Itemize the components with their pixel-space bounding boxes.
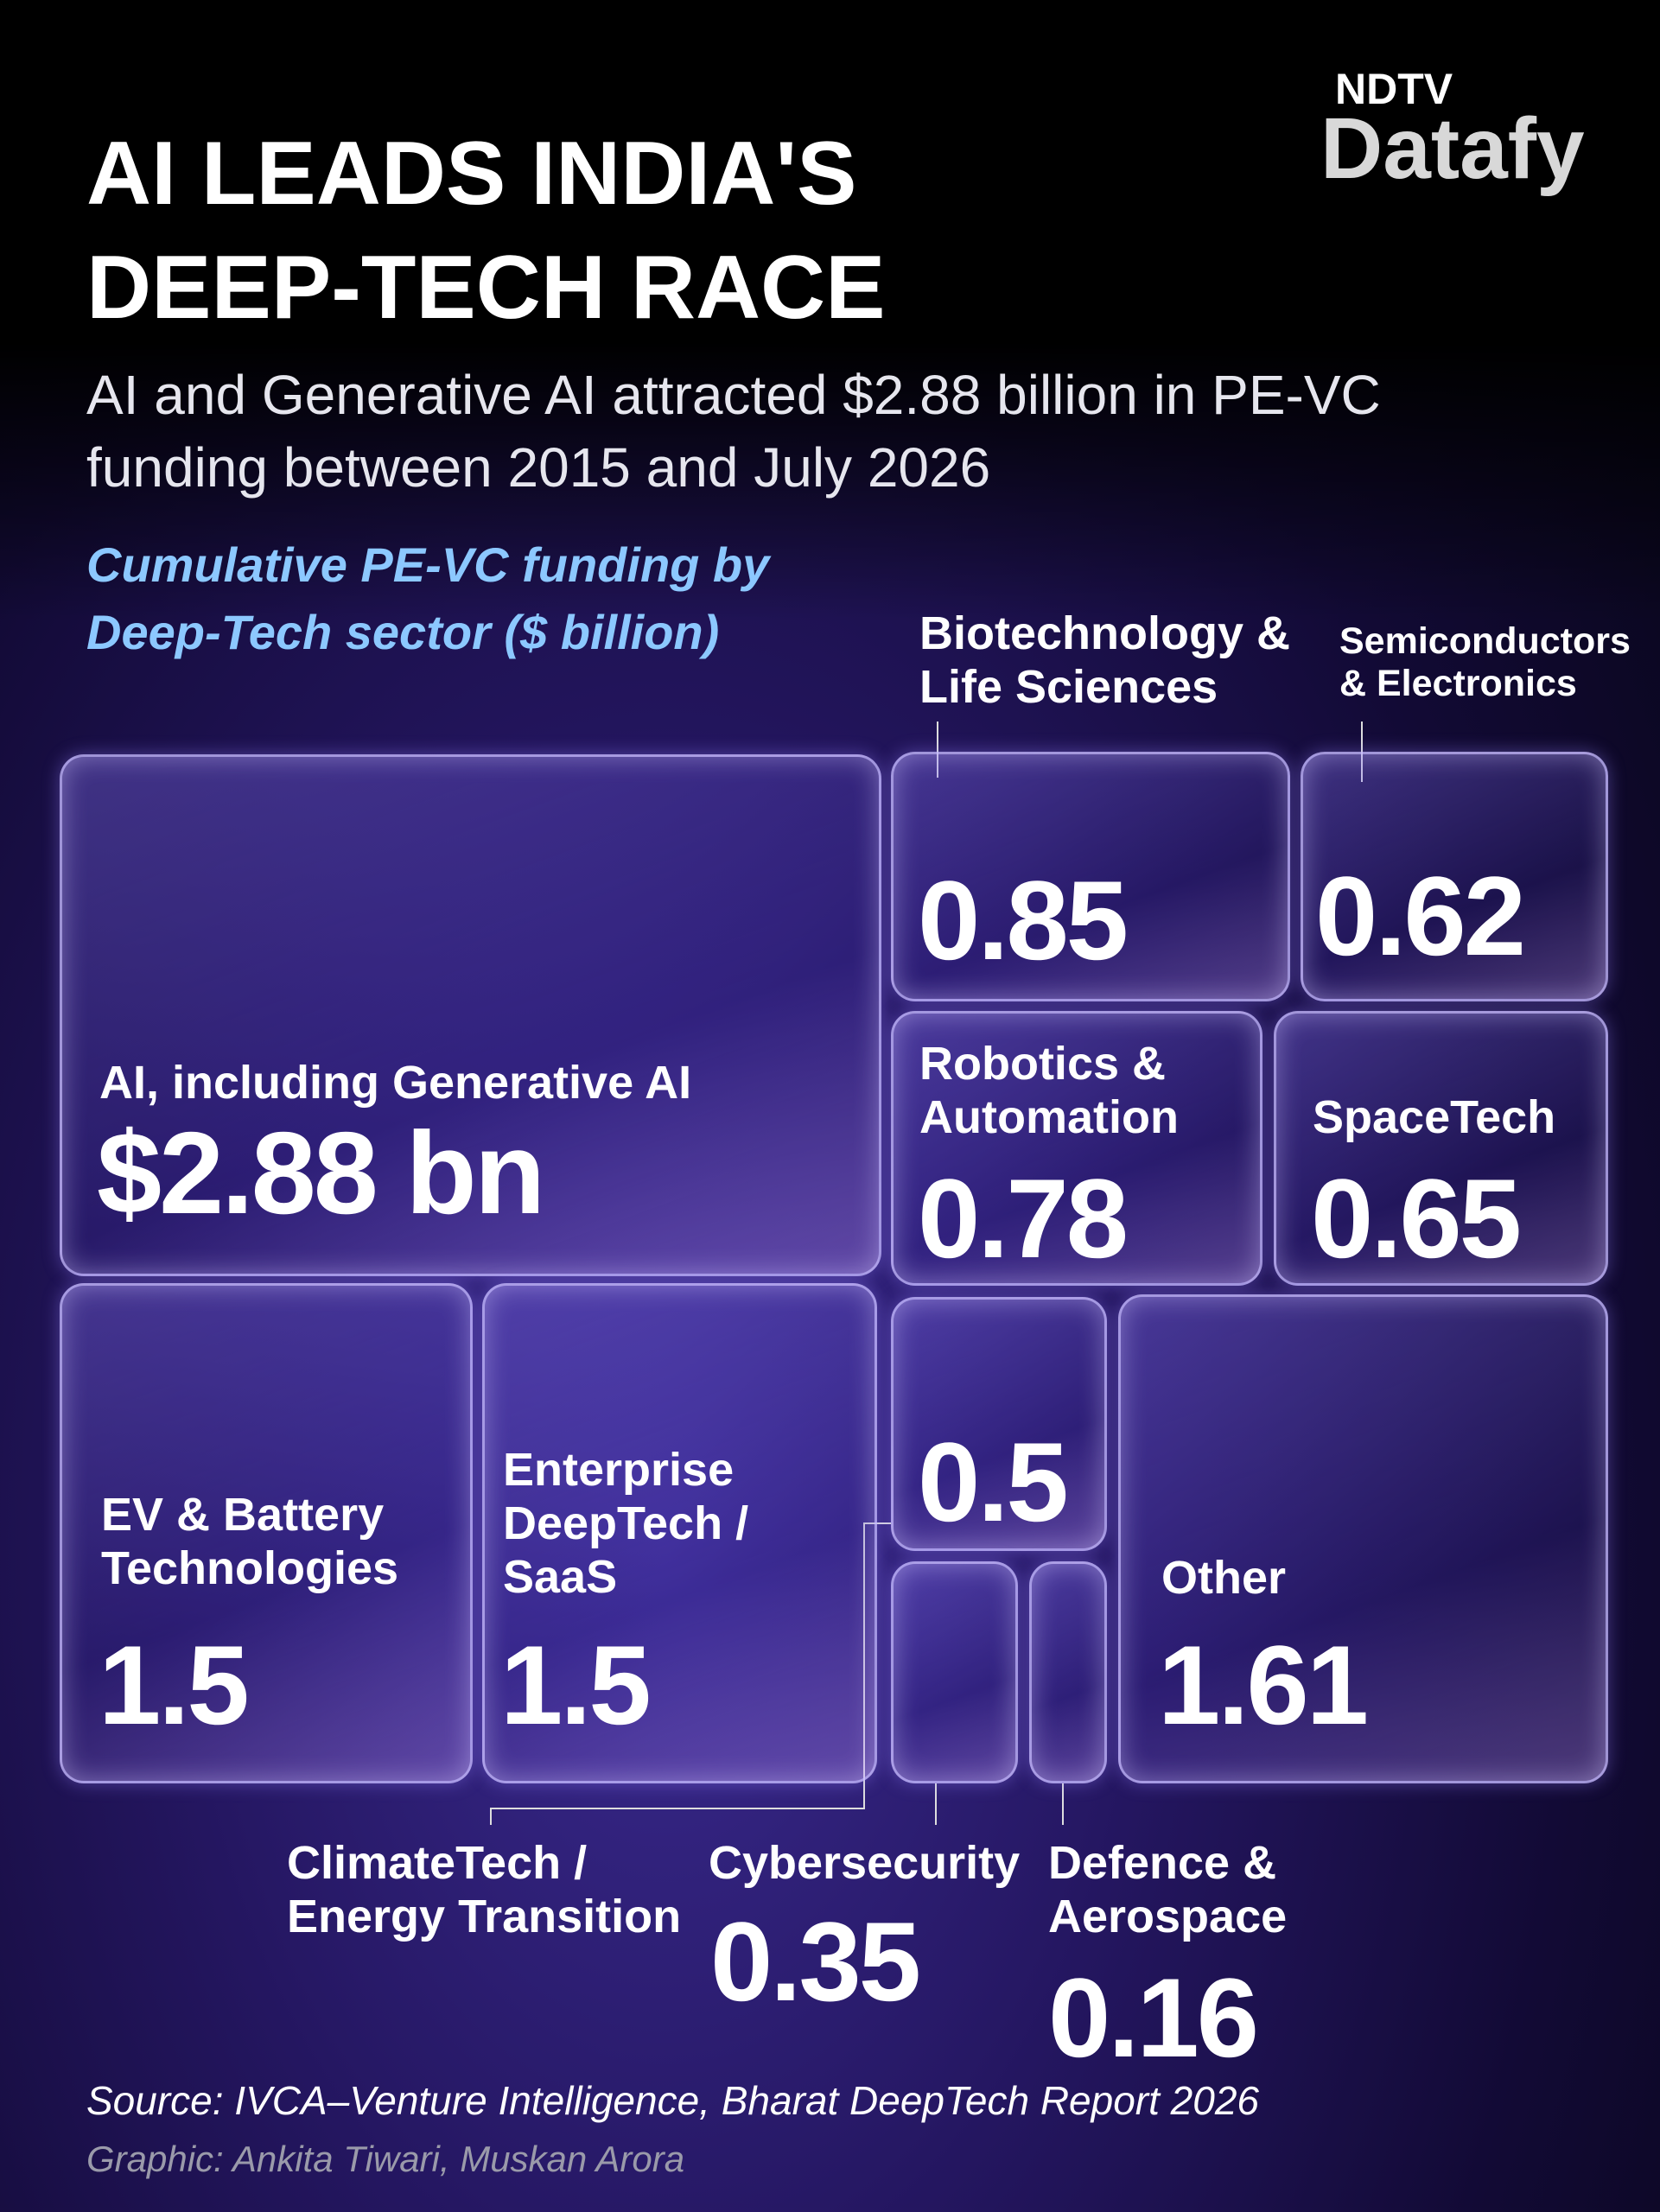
treemap-cell [60, 1283, 473, 1783]
value-label: 1.5 [99, 1622, 250, 1748]
treemap-cell [1274, 1011, 1608, 1286]
logo-bottom: Datafy [1320, 100, 1585, 197]
source: Source: IVCA–Venture Intelligence, Bhara… [86, 2078, 1259, 2123]
category-label: Other [1161, 1552, 1287, 1604]
background [0, 0, 1660, 622]
treemap-cell [1301, 752, 1608, 1001]
title: AI LEADS INDIA'S DEEP-TECH RACE [86, 124, 886, 338]
value-label: 0.35 [710, 1898, 921, 2024]
logo-top: NDTV [1335, 65, 1453, 113]
treemap-cell [60, 754, 881, 1276]
category-label: AI, including Generative AI [99, 1057, 692, 1109]
value-label: 0.65 [1311, 1155, 1522, 1281]
value-label: $2.88 bn [97, 1108, 545, 1238]
value-label: 0.78 [918, 1155, 1129, 1281]
value-label: 1.61 [1158, 1622, 1369, 1748]
subtitle: AI and Generative AI attracted $2.88 bil… [86, 364, 1381, 499]
category-label: Semiconductors & Electronics [1339, 620, 1631, 705]
credit: Graphic: Ankita Tiwari, Muskan Arora [86, 2139, 685, 2179]
treemap-cell [482, 1283, 877, 1783]
treemap-cell [891, 752, 1290, 1001]
category-label: Biotechnology & Life Sciences [919, 607, 1290, 714]
treemap-cell [891, 1561, 1018, 1783]
value-label: 0.5 [918, 1419, 1069, 1545]
category-label: ClimateTech / Energy Transition [287, 1837, 682, 1943]
category-label: Cybersecurity [709, 1837, 1021, 1889]
category-label: Enterprise DeepTech / SaaS [503, 1444, 749, 1604]
category-label: Robotics & Automation [919, 1038, 1179, 1144]
treemap-cell [1029, 1561, 1107, 1783]
value-label: 1.5 [500, 1622, 652, 1748]
value-label: 0.85 [918, 857, 1129, 983]
category-label: EV & Battery Technologies [101, 1489, 399, 1595]
value-label: 0.62 [1315, 853, 1526, 979]
treemap-cell [891, 1297, 1107, 1551]
category-label: Defence & Aerospace [1048, 1837, 1288, 1943]
category-label: SpaceTech [1313, 1091, 1556, 1143]
treemap-cell [1118, 1294, 1608, 1783]
treemap-cell [891, 1011, 1262, 1286]
value-label: 0.16 [1048, 1955, 1259, 2081]
connector [490, 1522, 891, 1825]
axis-label: Cumulative PE-VC funding by Deep-Tech se… [86, 537, 770, 659]
